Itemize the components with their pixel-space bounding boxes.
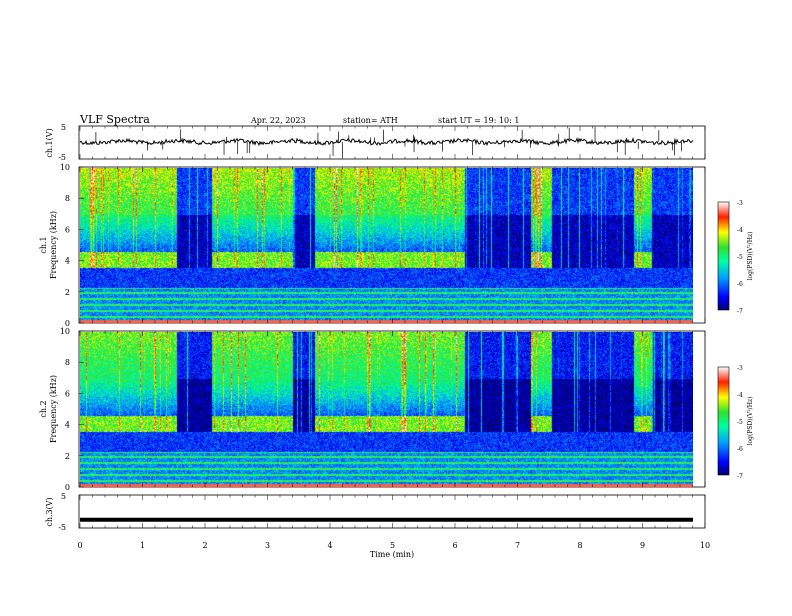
ch2-spectrogram-panel: ch.2 Frequency (kHz) 0 2 4 6 8 10 — [39, 327, 706, 492]
y-tick-label: 2 — [65, 288, 70, 297]
date-label: Apr. 22, 2023 — [250, 116, 306, 125]
x-tick-label: 3 — [265, 541, 270, 550]
figure-title: VLF Spectra — [79, 113, 150, 126]
station-label: station= ATH — [343, 116, 398, 125]
ch2-spec-frame — [78, 330, 706, 488]
ch1-colorbar-label: log(PSD)(V²/Hz) — [747, 232, 754, 281]
ch1-spec-ylabel-top: ch.1 — [39, 236, 48, 253]
x-tick-label: 8 — [577, 541, 582, 550]
ch3-tick-marks — [79, 495, 706, 528]
x-tick-label: 7 — [515, 541, 520, 550]
colorbar-tick-label: -5 — [737, 419, 743, 426]
ch1-colorbar: -3 -4 -5 -6 -7 log(PSD)(V²/Hz) — [717, 200, 754, 315]
ch1-spectrogram-panel: ch.1 Frequency (kHz) 0 2 4 6 8 10 — [39, 163, 706, 328]
y-tick-label: 8 — [65, 194, 70, 203]
x-axis-label: Time (min) — [370, 550, 414, 559]
ch2-spec-ticks — [79, 331, 706, 487]
ch2-colorbar-label: log(PSD)(V²/Hz) — [747, 397, 754, 446]
x-tick-label: 5 — [390, 541, 395, 550]
y-tick-label: 2 — [65, 452, 70, 461]
ch1-tick-marks — [79, 126, 706, 159]
ch2-colorbar-bar — [717, 366, 730, 476]
ch1-waveform-panel: 5 -5 ch.1(V) — [45, 123, 706, 162]
y-tick-label: 4 — [65, 257, 70, 266]
colorbar-tick-label: -3 — [737, 200, 743, 207]
y-tick-label: 8 — [65, 358, 70, 367]
x-tick-label: 1 — [140, 541, 145, 550]
ch1-spec-ylabel: Frequency (kHz) — [49, 211, 58, 279]
y-tick-label: 6 — [65, 225, 70, 234]
ch2-spec-yticklabels: 0 2 4 6 8 10 — [60, 327, 84, 492]
y-tick-label: 10 — [60, 163, 70, 172]
x-tick-label: 6 — [452, 541, 457, 550]
x-axis-tick-labels: 0 1 2 3 4 5 6 7 8 9 10 — [77, 541, 710, 550]
ch1-colorbar-ticks: -3 -4 -5 -6 -7 — [737, 200, 743, 315]
ch1-ylabel: ch.1(V) — [45, 128, 54, 157]
ch1-trace — [79, 137, 694, 147]
ch3-frame — [78, 494, 706, 529]
ch2-spec-ylabel: Frequency (kHz) — [49, 375, 58, 443]
x-tick-label: 4 — [327, 541, 332, 550]
colorbar-tick-label: -4 — [737, 392, 743, 399]
y-tick-label: 4 — [65, 421, 70, 430]
x-tick-label: 0 — [77, 541, 82, 550]
y-tick-label: 0 — [65, 483, 70, 492]
ch1-ytick-top: 5 — [61, 123, 66, 132]
colorbar-tick-label: -5 — [737, 254, 743, 261]
ch1-colorbar-bar — [717, 201, 730, 311]
y-tick-label: 0 — [65, 319, 70, 328]
ch2-spec-ylabel-top: ch.2 — [39, 400, 48, 417]
ch1-spectrogram-image — [80, 168, 693, 323]
ch1-spec-yticklabels: 0 2 4 6 8 10 — [60, 163, 84, 328]
x-tick-label: 10 — [700, 541, 710, 550]
ch1-ytick-bottom: -5 — [58, 153, 66, 162]
ch2-colorbar-ticks: -3 -4 -5 -6 -7 — [737, 365, 743, 480]
ch1-spec-ticks — [79, 167, 706, 323]
colorbar-tick-label: -6 — [737, 446, 743, 453]
colorbar-tick-label: -4 — [737, 227, 743, 234]
ch1-spec-frame — [78, 166, 706, 324]
x-tick-label: 2 — [202, 541, 207, 550]
ch3-ytick-bottom: -5 — [58, 523, 66, 532]
colorbar-tick-label: -7 — [737, 308, 743, 315]
y-tick-label: 10 — [60, 327, 70, 336]
colorbar-tick-label: -7 — [737, 473, 743, 480]
ch1-frame — [78, 125, 706, 160]
colorbar-tick-label: -6 — [737, 281, 743, 288]
y-tick-label: 6 — [65, 389, 70, 398]
colorbar-tick-label: -3 — [737, 365, 743, 372]
x-tick-label: 9 — [640, 541, 645, 550]
ch3-waveform-panel: 5 -5 ch.3(V) — [45, 492, 706, 532]
start-time-label: start UT = 19: 10: 1 — [438, 116, 519, 125]
ch2-spectrogram-image — [80, 332, 693, 487]
ch3-ylabel: ch.3(V) — [45, 497, 54, 526]
ch2-colorbar: -3 -4 -5 -6 -7 log(PSD)(V²/Hz) — [717, 365, 754, 480]
ch3-ytick-top: 5 — [61, 492, 66, 501]
